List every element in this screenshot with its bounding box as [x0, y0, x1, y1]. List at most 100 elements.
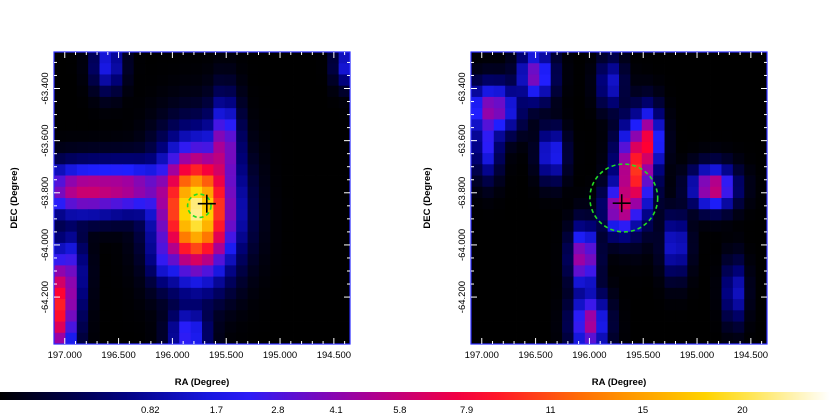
- heatmap-cell: [88, 299, 100, 311]
- heatmap-cell: [236, 242, 248, 255]
- heatmap-cell: [110, 299, 123, 311]
- heatmap-cell: [721, 321, 734, 334]
- heatmap-cell: [664, 52, 677, 64]
- heatmap-cell: [584, 287, 597, 300]
- dec-tick-label: -63.400: [40, 72, 51, 104]
- heatmap-cell: [236, 265, 248, 278]
- heatmap-cell: [76, 96, 89, 109]
- heatmap-cell: [236, 220, 248, 233]
- heatmap-cell: [304, 321, 317, 334]
- heatmap-cell: [687, 119, 700, 132]
- heatmap-cell: [327, 85, 340, 98]
- heatmap-cell: [122, 141, 135, 154]
- heatmap-cell: [179, 254, 192, 266]
- heatmap-cell: [133, 175, 146, 188]
- heatmap-cell: [338, 153, 351, 165]
- heatmap-cell: [721, 96, 734, 109]
- heatmap-cell: [687, 108, 700, 120]
- heatmap-cell: [293, 141, 305, 154]
- heatmap-cell: [493, 141, 506, 154]
- heatmap-cell: [505, 108, 517, 120]
- heatmap-cell: [145, 108, 157, 120]
- heatmap-cell: [156, 299, 169, 311]
- heatmap-cell: [539, 63, 552, 75]
- heatmap-cell: [687, 276, 700, 289]
- heatmap-cell: [539, 175, 552, 188]
- heatmap-cell: [505, 52, 517, 64]
- heatmap-cell: [687, 220, 700, 233]
- heatmap-cell: [755, 310, 768, 322]
- heatmap-cell: [224, 287, 237, 300]
- heatmap-cell: [304, 299, 317, 311]
- heatmap-cell: [270, 186, 283, 199]
- heatmap-cell: [596, 153, 609, 165]
- heatmap-cell: [675, 175, 688, 188]
- heatmap-cell: [88, 119, 100, 132]
- heatmap-cell: [584, 254, 597, 266]
- heatmap-cell: [550, 287, 563, 300]
- heatmap-cell: [505, 74, 517, 87]
- heatmap-cell: [471, 74, 483, 87]
- heatmap-cell: [99, 85, 112, 98]
- heatmap-cell: [584, 85, 597, 98]
- heatmap-cell: [641, 220, 654, 233]
- heatmap-cell: [516, 52, 529, 64]
- heatmap-cell: [516, 74, 529, 87]
- heatmap-cell: [167, 254, 180, 266]
- heatmap-cell: [156, 220, 169, 233]
- heatmap-cell: [721, 119, 734, 132]
- heatmap-cell: [721, 209, 734, 221]
- heatmap-cell: [744, 310, 757, 322]
- heatmap-cell: [110, 209, 123, 221]
- heatmap-cell: [471, 321, 483, 334]
- heatmap-cell: [88, 220, 100, 233]
- heatmap-cell: [281, 52, 294, 64]
- heatmap-cell: [304, 209, 317, 221]
- heatmap-cell: [179, 276, 192, 289]
- heatmap-cell: [338, 96, 351, 109]
- heatmap-cell: [664, 198, 677, 210]
- heatmap-cell: [133, 209, 146, 221]
- heatmap-cell: [338, 332, 351, 345]
- heatmap-cell: [584, 108, 597, 120]
- heatmap-cell: [675, 85, 688, 98]
- heatmap-cell: [539, 52, 552, 64]
- heatmap-cell: [315, 231, 328, 244]
- heatmap-cell: [527, 153, 540, 165]
- heatmap-cell: [562, 332, 574, 345]
- heatmap-cell: [145, 332, 157, 345]
- heatmap-cell: [732, 242, 745, 255]
- heatmap-cell: [584, 96, 597, 109]
- heatmap-cell: [516, 85, 529, 98]
- heatmap-cell: [562, 198, 574, 210]
- heatmap-cell: [247, 231, 260, 244]
- heatmap-cell: [258, 164, 271, 176]
- heatmap-cell: [482, 231, 495, 244]
- heatmap-cell: [224, 85, 237, 98]
- heatmap-cell: [99, 254, 112, 266]
- heatmap-cell: [304, 63, 317, 75]
- heatmap-cell: [293, 254, 305, 266]
- heatmap-cell: [607, 276, 620, 289]
- heatmap-cell: [732, 265, 745, 278]
- heatmap-cell: [179, 119, 192, 132]
- heatmap-cell: [88, 254, 100, 266]
- heatmap-cell: [179, 96, 192, 109]
- heatmap-cell: [710, 119, 722, 132]
- heatmap-cell: [338, 74, 351, 87]
- heatmap-cell: [179, 130, 192, 143]
- heatmap-cell: [76, 265, 89, 278]
- heatmap-cell: [270, 209, 283, 221]
- heatmap-cell: [99, 287, 112, 300]
- heatmap-cell: [224, 310, 237, 322]
- heatmap-cell: [675, 130, 688, 143]
- heatmap-cell: [664, 119, 677, 132]
- frame-right: [470, 51, 768, 345]
- heatmap-cell: [573, 231, 586, 244]
- heatmap-cell: [202, 108, 214, 120]
- heatmap-cell: [270, 52, 283, 64]
- heatmap-cell: [619, 231, 631, 244]
- heatmap-cell: [516, 63, 529, 75]
- heatmap-cell: [664, 96, 677, 109]
- heatmap-cell: [236, 119, 248, 132]
